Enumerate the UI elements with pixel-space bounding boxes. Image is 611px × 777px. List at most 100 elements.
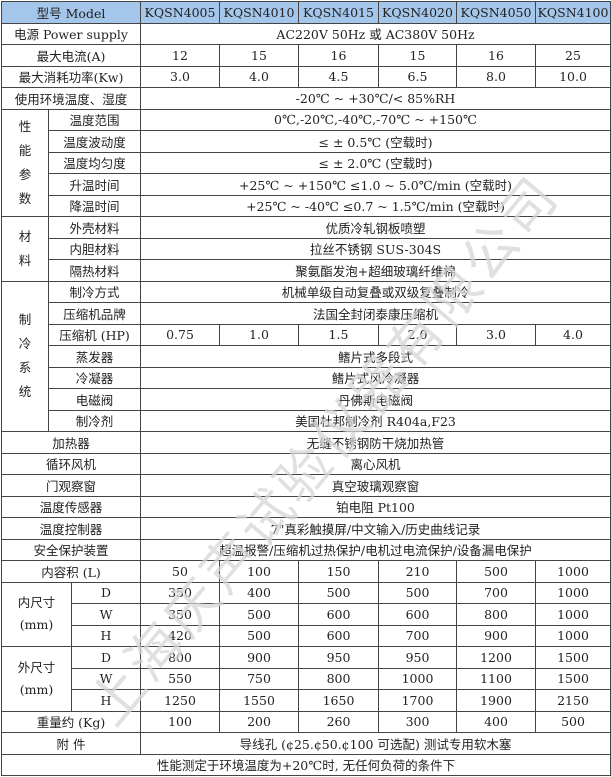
- table-row: 加热器 无缝不锈钢防干烧加热管: [1, 431, 611, 454]
- row-label: 加热器: [1, 431, 141, 454]
- row-label: 降温时间: [48, 194, 141, 217]
- table-row: 升温时间 +25℃ ~ +150℃ ≤1.0 ~ 5.0℃/min (空载时): [2, 173, 611, 196]
- row-label: 最大消耗功率(Kw): [1, 65, 141, 88]
- value-cell: 导线孔 (¢25.¢50.¢100 可选配) 测试专用软木塞: [140, 732, 611, 755]
- value-cell: 500: [219, 603, 299, 626]
- group-label: 性能参数: [1, 108, 49, 217]
- row-label: 重量约 (Kg): [1, 710, 141, 733]
- group-label-text: 制冷系统: [18, 312, 32, 400]
- table-row: 最大电流(A) 12 15 16 15 16 25: [1, 44, 611, 67]
- table-row: 外尺寸 (mm) D 800 900 950 950 1200 1500: [1, 646, 611, 712]
- row-label: 循环风机: [1, 452, 141, 475]
- model-name: KQSN4050: [456, 1, 536, 24]
- value-cell: 800: [456, 603, 536, 626]
- table-row: 附 件导线孔 (¢25.¢50.¢100 可选配) 测试专用软木塞: [1, 732, 611, 755]
- table-row: 制冷剂 美国杜邦制冷剂 R404a,F23: [2, 409, 611, 432]
- table-row: 压缩机 (HP) 0.75 1.0 1.5 2.0 3.0 4.0: [2, 323, 611, 346]
- table-row: 使用环境温度、湿度 -20℃ ~ +30℃/< 85%RH: [1, 87, 611, 110]
- value-cell: 4.5: [298, 65, 379, 88]
- value-cell: 2150: [535, 689, 611, 712]
- dimension-group-label: 外尺寸 (mm): [1, 646, 72, 712]
- row-label: 安全保护装置: [1, 538, 141, 561]
- value-cell: +25℃ ~ -40℃ ≤0.7 ~ 1.5℃/min (空载时): [140, 194, 611, 217]
- table-row: 门观察窗 真空玻璃观察窗: [1, 474, 611, 497]
- model-name: KQSN4010: [219, 1, 299, 24]
- value-cell: 900: [456, 624, 536, 647]
- value-cell: 鳍片式风冷凝器: [140, 366, 611, 389]
- value-cell: 1500: [535, 646, 611, 669]
- table-row: 安全保护装置 超温报警/压缩机过热保护/电机过电流保护/设备漏电保护: [1, 538, 611, 561]
- value-cell: 拉丝不锈钢 SUS-304S: [140, 237, 611, 260]
- row-label: 温度控制器: [1, 517, 141, 540]
- table-row: H 1250 1550 1650 1700 1900 2150: [2, 689, 611, 712]
- value-cell: 700: [378, 624, 457, 647]
- dimension-group-label: 内尺寸 (mm): [1, 581, 72, 647]
- value-cell: 1000: [535, 603, 611, 626]
- table-row: 蒸发器 鳍片式多段式: [2, 345, 611, 368]
- row-label: 温度传感器: [1, 495, 141, 518]
- value-cell: 800: [140, 646, 220, 669]
- footer-row: 性能测定于环境温度为+20℃时, 无任何负荷的条件下: [1, 753, 611, 776]
- table-row: 降温时间 +25℃ ~ -40℃ ≤0.7 ~ 1.5℃/min (空载时): [2, 194, 611, 217]
- dimension-unit: (mm): [19, 617, 54, 633]
- dimension-axis-label: D: [71, 646, 141, 669]
- value-cell: 聚氨酯发泡+超细玻璃纤维棉: [140, 259, 611, 282]
- value-cell: 16: [456, 44, 536, 67]
- row-label: 升温时间: [48, 173, 141, 196]
- row-label: 内胆材料: [48, 237, 141, 260]
- value-cell: 420: [140, 624, 220, 647]
- table-row: 性能参数 温度范围 0℃,-20℃,-40℃,-70℃ ~ +150℃: [1, 108, 611, 217]
- value-cell: 3.0: [140, 65, 220, 88]
- value-cell: 法国全封闭泰康压缩机: [140, 302, 611, 325]
- value-cell: 1700: [378, 689, 457, 712]
- row-label: 制冷剂: [48, 409, 141, 432]
- value-cell: 超温报警/压缩机过热保护/电机过电流保护/设备漏电保护: [140, 538, 611, 561]
- value-cell: 15: [378, 44, 457, 67]
- value-cell: 鳍片式多段式: [140, 345, 611, 368]
- footer-note: 性能测定于环境温度为+20℃时, 无任何负荷的条件下: [1, 753, 611, 776]
- table-row: 冷凝器 鳍片式风冷凝器: [2, 366, 611, 389]
- value-cell: 1500: [535, 667, 611, 690]
- value-cell: 1900: [456, 689, 536, 712]
- value-cell: 4.0: [535, 323, 611, 346]
- value-cell: 600: [298, 603, 379, 626]
- row-label: 附 件: [1, 732, 141, 755]
- value-cell: 350: [140, 581, 220, 604]
- dimension-axis-label: H: [71, 624, 141, 647]
- model-name: KQSN4005: [140, 1, 220, 24]
- group-label: 制冷系统: [1, 280, 49, 432]
- value-cell: 550: [140, 667, 220, 690]
- value-cell: 3.0: [456, 323, 536, 346]
- table-row: 隔热材料 聚氨酯发泡+超细玻璃纤维棉: [2, 259, 611, 282]
- table-row: 重量约 (Kg) 100 200 260 300 400 500: [1, 710, 611, 733]
- table-row: 温度均匀度 ≤ ± 2.0℃ (空载时): [2, 151, 611, 174]
- value-cell: 美国杜邦制冷剂 R404a,F23: [140, 409, 611, 432]
- value-cell: 500: [378, 581, 457, 604]
- value-cell: 无缝不锈钢防干烧加热管: [140, 431, 611, 454]
- row-label: 电源 Power supply: [1, 22, 141, 45]
- model-name: KQSN4100: [535, 1, 611, 24]
- value-cell: 900: [219, 646, 299, 669]
- model-name: KQSN4015: [298, 1, 379, 24]
- dimension-axis-label: D: [71, 581, 141, 604]
- value-cell: 1000: [535, 581, 611, 604]
- table-row: W 350 500 600 600 800 1000: [2, 603, 611, 626]
- dimension-group-name: 内尺寸: [17, 595, 56, 611]
- row-label: 电磁阀: [48, 388, 141, 411]
- value-cell: 7"真彩触摸屏/中文输入/历史曲线记录: [140, 517, 611, 540]
- table-row: 电磁阀 丹佛斯电磁阀: [2, 388, 611, 411]
- row-label: 最大电流(A): [1, 44, 141, 67]
- value-cell: 700: [456, 581, 536, 604]
- value-cell: 4.0: [219, 65, 299, 88]
- group-label: 材料: [1, 216, 49, 282]
- value-cell: 优质冷轧钢板喷塑: [140, 216, 611, 239]
- value-cell: 铂电阻 Pt100: [140, 495, 611, 518]
- value-cell: 600: [298, 624, 379, 647]
- value-cell: 1.0: [219, 323, 299, 346]
- value-cell: 260: [298, 710, 379, 733]
- value-cell: 16: [298, 44, 379, 67]
- value-cell: AC220V 50Hz 或 AC380V 50Hz: [140, 22, 611, 45]
- value-cell: 500: [535, 710, 611, 733]
- value-cell: +25℃ ~ +150℃ ≤1.0 ~ 5.0℃/min (空载时): [140, 173, 611, 196]
